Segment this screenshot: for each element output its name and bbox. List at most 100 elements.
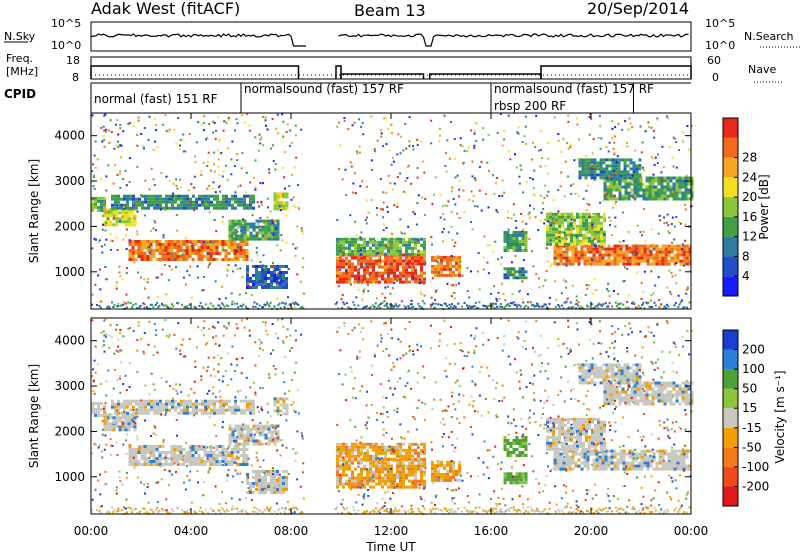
power-speck [104,197,107,200]
velocity-cell [411,442,414,446]
velocity-cell [239,463,243,466]
freq-left-bottom: 8 [72,71,79,84]
power-speck [671,216,674,219]
velocity-cell [282,470,285,473]
power-cell [402,274,405,278]
power-cell [261,234,265,238]
power-cell [227,246,231,249]
velocity-cell [285,470,288,473]
power-cell [584,167,588,171]
velocity-cell [264,436,268,440]
velocity-cell [179,454,183,457]
velocity-cell [210,411,213,415]
power-cell [618,197,622,201]
power-speck [209,169,212,172]
power-cell [553,250,557,254]
power-speck [220,151,223,154]
power-cell [423,271,426,275]
power-speck [666,213,669,216]
velocity-cell [134,448,138,451]
velocity-cell [276,409,280,413]
power-cell [273,192,277,196]
power-speck [597,303,600,306]
velocity-cell [155,460,159,463]
power-cell [632,161,636,165]
power-cell [131,243,135,246]
power-cell [137,249,141,252]
power-cell [670,259,674,263]
power-cell [603,212,606,216]
power-cell [621,194,625,198]
power-speck [588,116,591,119]
power-cell [573,233,576,237]
power-cell [518,273,522,277]
power-speck [495,297,498,300]
power-cell [351,243,354,247]
power-cell [233,246,237,249]
power-cell [366,280,369,284]
power-speck [276,113,279,116]
power-cell [576,227,579,231]
power-cell [264,268,267,271]
power-cell [657,194,661,198]
power-cell [348,277,351,281]
power-cell [109,214,113,218]
power-cell [446,258,449,262]
power-cell [273,237,277,241]
power-speck [665,221,668,224]
power-speck [159,260,162,262]
station-title: Adak West (fitACF) [91,0,240,18]
power-speck [155,129,158,132]
power-speck [498,305,501,308]
velocity-cell [255,476,258,479]
power-cell [570,215,573,219]
power-cell [221,240,225,243]
velocity-cell [162,405,165,409]
power-cell [625,262,629,266]
power-speck [542,305,545,308]
power-speck [281,301,283,304]
velocity-cell [512,439,516,442]
power-speck [474,130,476,133]
velocity-cell [279,409,283,413]
power-cell [168,197,171,201]
power-speck [663,246,666,249]
power-cell [390,271,393,275]
velocity-cell [123,408,126,412]
velocity-cell [249,427,253,431]
power-speck [461,145,464,148]
power-cell [679,244,683,248]
power-cell [586,244,590,248]
y-tick-label: 1000 [54,265,85,279]
power-cell [162,206,165,210]
velocity-cell [414,482,417,486]
velocity-cell [115,416,119,420]
power-cell [213,194,216,198]
velocity-cell [279,476,282,479]
power-cell [345,280,348,284]
power-speck [517,274,520,277]
power-speck [522,301,525,304]
power-speck [644,248,647,251]
power-cell [576,224,579,228]
power-speck [107,129,110,132]
power-speck [546,194,549,197]
power-speck [454,176,457,179]
velocity-cell [279,403,283,407]
velocity-cell [246,479,249,482]
velocity-cell [506,454,510,457]
power-speck [439,303,442,306]
power-cell [233,243,237,246]
power-cell [273,198,277,202]
velocity-cell [152,451,156,454]
power-cell [553,247,557,251]
power-cell [622,256,626,260]
power-speck [577,194,580,197]
power-speck [585,155,588,157]
power-cell [652,253,656,257]
power-speck [564,213,567,216]
velocity-cell [258,479,261,482]
power-cell [387,243,390,247]
power-cell [228,222,232,226]
power-cell [408,246,411,250]
